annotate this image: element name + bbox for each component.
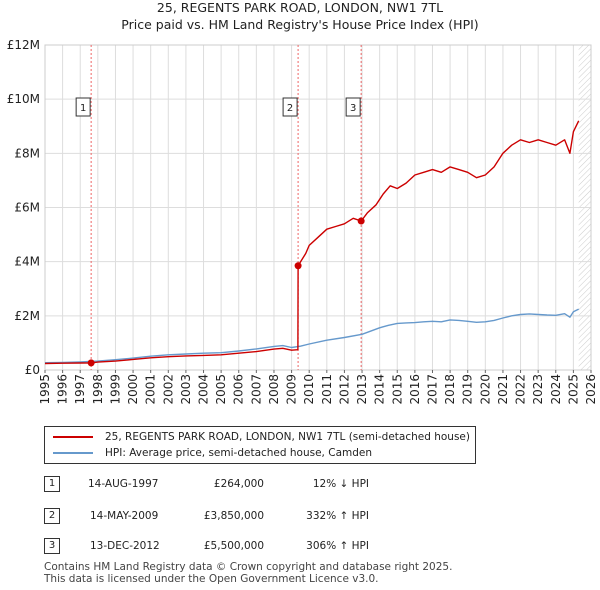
sale-point xyxy=(294,262,302,270)
footer-license: This data is licensed under the Open Gov… xyxy=(44,573,379,585)
x-tick-label: 1995 xyxy=(38,374,52,405)
y-tick-label: £4M xyxy=(14,255,40,269)
transaction-date: 13-DEC-2012 xyxy=(90,540,160,552)
legend-label-hpi: HPI: Average price, semi-detached house,… xyxy=(105,447,373,459)
legend-item-property: 25, REGENTS PARK ROAD, LONDON, NW1 7TL (… xyxy=(53,429,470,445)
x-tick-label: 2019 xyxy=(461,374,475,405)
x-tick-label: 2010 xyxy=(302,374,316,405)
y-tick-label: £10M xyxy=(7,92,40,106)
x-tick-label: 2023 xyxy=(531,374,545,405)
chart-title: 25, REGENTS PARK ROAD, LONDON, NW1 7TL xyxy=(156,0,444,15)
sale-point xyxy=(357,217,365,225)
y-tick-label: £12M xyxy=(7,38,40,52)
x-tick-label: 2006 xyxy=(232,374,246,405)
property-series-line xyxy=(44,120,580,365)
transaction-row: 3 13-DEC-2012 £5,500,000 306% ↑ HPI xyxy=(44,538,444,556)
x-tick-label: 2009 xyxy=(285,374,299,405)
x-tick-label: 1996 xyxy=(56,374,70,405)
sale-marker-box xyxy=(345,97,361,117)
x-tick-label: 2020 xyxy=(478,374,492,405)
price-chart: £0 £2M £4M £6M £8M £10M £12M 1995 1996 1997 1998 19… xyxy=(7,38,598,405)
footer-copyright: Contains HM Land Registry data © Crown c… xyxy=(44,561,453,573)
x-tick-label: 2022 xyxy=(514,374,528,405)
transaction-price: £264,000 xyxy=(213,478,264,490)
sale-marker-label: 3 xyxy=(350,103,356,114)
sale-marker-label: 1 xyxy=(80,103,86,114)
y-tick-label: £6M xyxy=(14,201,40,215)
x-tick-label: 2025 xyxy=(566,374,580,405)
x-tick-label: 2007 xyxy=(249,374,263,405)
transaction-price: £5,500,000 xyxy=(203,540,264,552)
transaction-hpi: 332% ↑ HPI xyxy=(306,510,369,522)
legend-swatch-property xyxy=(53,436,93,438)
transaction-hpi: 12% ↓ HPI xyxy=(312,478,369,490)
x-tick-label: 2011 xyxy=(320,374,334,405)
x-tick-label: 2016 xyxy=(408,374,422,405)
y-tick-label: £2M xyxy=(14,309,40,323)
x-tick-label: 2012 xyxy=(337,374,351,405)
transaction-row: 2 14-MAY-2009 £3,850,000 332% ↑ HPI xyxy=(44,508,444,526)
x-tick-label: 1998 xyxy=(91,374,105,405)
transaction-date: 14-AUG-1997 xyxy=(88,478,159,490)
legend-swatch-hpi xyxy=(53,452,93,454)
x-tick-label: 2015 xyxy=(390,374,404,405)
x-tick-label: 2001 xyxy=(144,374,158,405)
legend-label-property: 25, REGENTS PARK ROAD, LONDON, NW1 7TL (… xyxy=(105,431,470,443)
x-tick-label: 2018 xyxy=(443,374,457,405)
sale-marker-box xyxy=(282,97,298,117)
legend: 25, REGENTS PARK ROAD, LONDON, NW1 7TL (… xyxy=(44,426,476,464)
x-tick-label: 2014 xyxy=(373,374,387,405)
x-tick-label: 1999 xyxy=(108,374,122,405)
y-tick-label: £8M xyxy=(14,146,40,160)
hpi-series-line xyxy=(44,308,580,364)
x-tick-label: 2026 xyxy=(584,374,598,405)
x-tick-label: 1997 xyxy=(73,374,87,405)
x-tick-label: 2000 xyxy=(126,374,140,405)
transaction-marker: 2 xyxy=(44,508,60,524)
plot-frame xyxy=(44,44,592,371)
x-tick-label: 2004 xyxy=(197,374,211,405)
x-tick-label: 2002 xyxy=(161,374,175,405)
x-tick-label: 2005 xyxy=(214,374,228,405)
transaction-marker: 1 xyxy=(44,476,60,492)
transaction-date: 14-MAY-2009 xyxy=(90,510,159,522)
transaction-hpi: 306% ↑ HPI xyxy=(306,540,369,552)
chart-subtitle: Price paid vs. HM Land Registry's House … xyxy=(121,17,479,32)
sale-point xyxy=(87,359,95,367)
x-tick-label: 2008 xyxy=(267,374,281,405)
sale-marker-box xyxy=(75,97,91,117)
y-tick-label: £0 xyxy=(25,363,40,377)
transaction-marker: 3 xyxy=(44,538,60,554)
x-tick-label: 2013 xyxy=(355,374,369,405)
transaction-price: £3,850,000 xyxy=(203,510,264,522)
transaction-row: 1 14-AUG-1997 £264,000 12% ↓ HPI xyxy=(44,476,444,494)
sale-marker-label: 2 xyxy=(287,103,293,114)
x-tick-label: 2024 xyxy=(549,374,563,405)
x-tick-label: 2017 xyxy=(425,374,439,405)
x-tick-label: 2003 xyxy=(179,374,193,405)
x-tick-label: 2021 xyxy=(496,374,510,405)
legend-item-hpi: HPI: Average price, semi-detached house,… xyxy=(53,445,372,461)
